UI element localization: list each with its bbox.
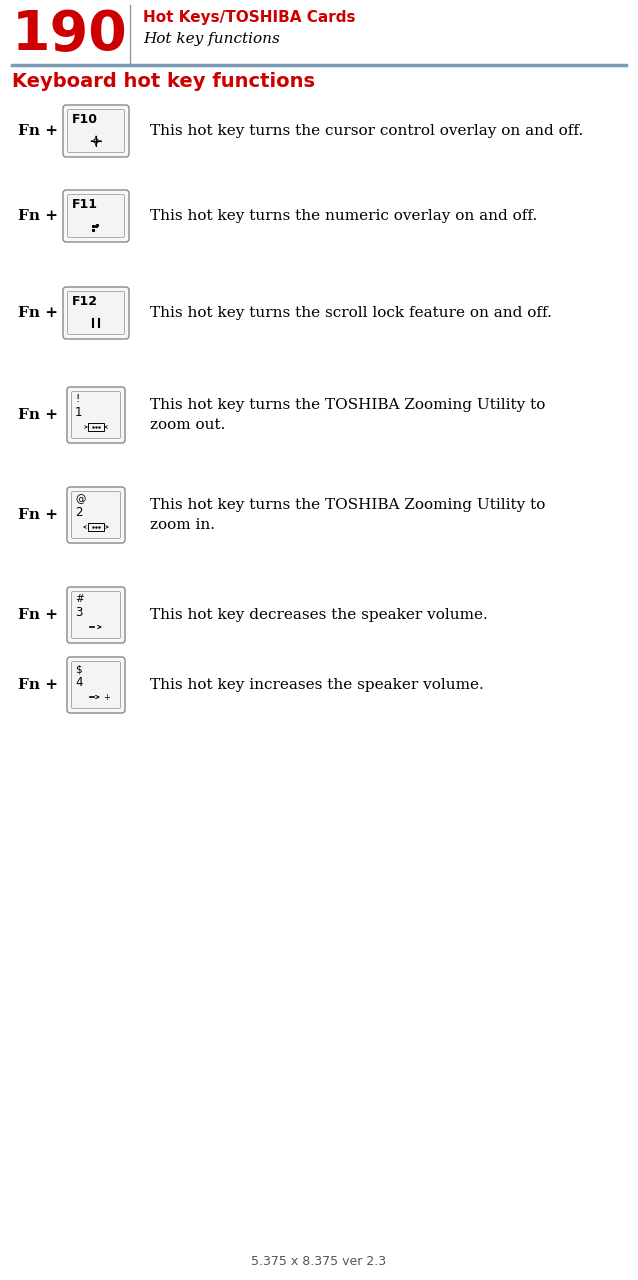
- Text: 190: 190: [12, 8, 128, 61]
- Text: +: +: [103, 692, 110, 701]
- FancyBboxPatch shape: [68, 195, 124, 238]
- Text: Fn +: Fn +: [18, 306, 58, 320]
- FancyBboxPatch shape: [63, 287, 129, 339]
- Text: This hot key turns the TOSHIBA Zooming Utility to: This hot key turns the TOSHIBA Zooming U…: [150, 498, 545, 512]
- Text: @: @: [75, 494, 85, 504]
- Text: This hot key turns the numeric overlay on and off.: This hot key turns the numeric overlay o…: [150, 209, 537, 223]
- Text: !: !: [75, 394, 79, 404]
- Text: Fn +: Fn +: [18, 608, 58, 622]
- FancyBboxPatch shape: [67, 387, 125, 443]
- Text: 5.375 x 8.375 ver 2.3: 5.375 x 8.375 ver 2.3: [251, 1254, 387, 1268]
- FancyBboxPatch shape: [67, 486, 125, 543]
- Text: $: $: [75, 664, 82, 675]
- Text: Hot Keys/TOSHIBA Cards: Hot Keys/TOSHIBA Cards: [143, 10, 355, 26]
- Text: F12: F12: [72, 294, 98, 308]
- FancyBboxPatch shape: [71, 591, 121, 639]
- Text: This hot key turns the cursor control overlay on and off.: This hot key turns the cursor control ov…: [150, 124, 583, 138]
- Text: Fn +: Fn +: [18, 124, 58, 138]
- Text: Fn +: Fn +: [18, 209, 58, 223]
- Text: 4: 4: [75, 676, 82, 689]
- Text: F10: F10: [72, 113, 98, 125]
- Text: Fn +: Fn +: [18, 508, 58, 522]
- Text: Hot key functions: Hot key functions: [143, 32, 280, 46]
- Text: #: #: [75, 594, 84, 604]
- FancyBboxPatch shape: [67, 657, 125, 713]
- FancyBboxPatch shape: [71, 662, 121, 709]
- FancyBboxPatch shape: [68, 110, 124, 152]
- Text: Keyboard hot key functions: Keyboard hot key functions: [12, 72, 315, 91]
- Text: Fn +: Fn +: [18, 408, 58, 422]
- Text: This hot key decreases the speaker volume.: This hot key decreases the speaker volum…: [150, 608, 487, 622]
- Text: 2: 2: [75, 506, 82, 518]
- FancyBboxPatch shape: [63, 105, 129, 157]
- Text: 3: 3: [75, 605, 82, 620]
- FancyBboxPatch shape: [71, 392, 121, 439]
- Text: This hot key increases the speaker volume.: This hot key increases the speaker volum…: [150, 678, 484, 692]
- Text: F11: F11: [72, 198, 98, 211]
- FancyBboxPatch shape: [68, 292, 124, 334]
- Text: This hot key turns the scroll lock feature on and off.: This hot key turns the scroll lock featu…: [150, 306, 552, 320]
- Text: Fn +: Fn +: [18, 678, 58, 692]
- FancyBboxPatch shape: [67, 588, 125, 643]
- FancyBboxPatch shape: [63, 189, 129, 242]
- Text: zoom in.: zoom in.: [150, 518, 215, 532]
- Text: 1: 1: [75, 406, 82, 419]
- Text: zoom out.: zoom out.: [150, 419, 225, 431]
- FancyBboxPatch shape: [71, 492, 121, 539]
- Text: This hot key turns the TOSHIBA Zooming Utility to: This hot key turns the TOSHIBA Zooming U…: [150, 398, 545, 412]
